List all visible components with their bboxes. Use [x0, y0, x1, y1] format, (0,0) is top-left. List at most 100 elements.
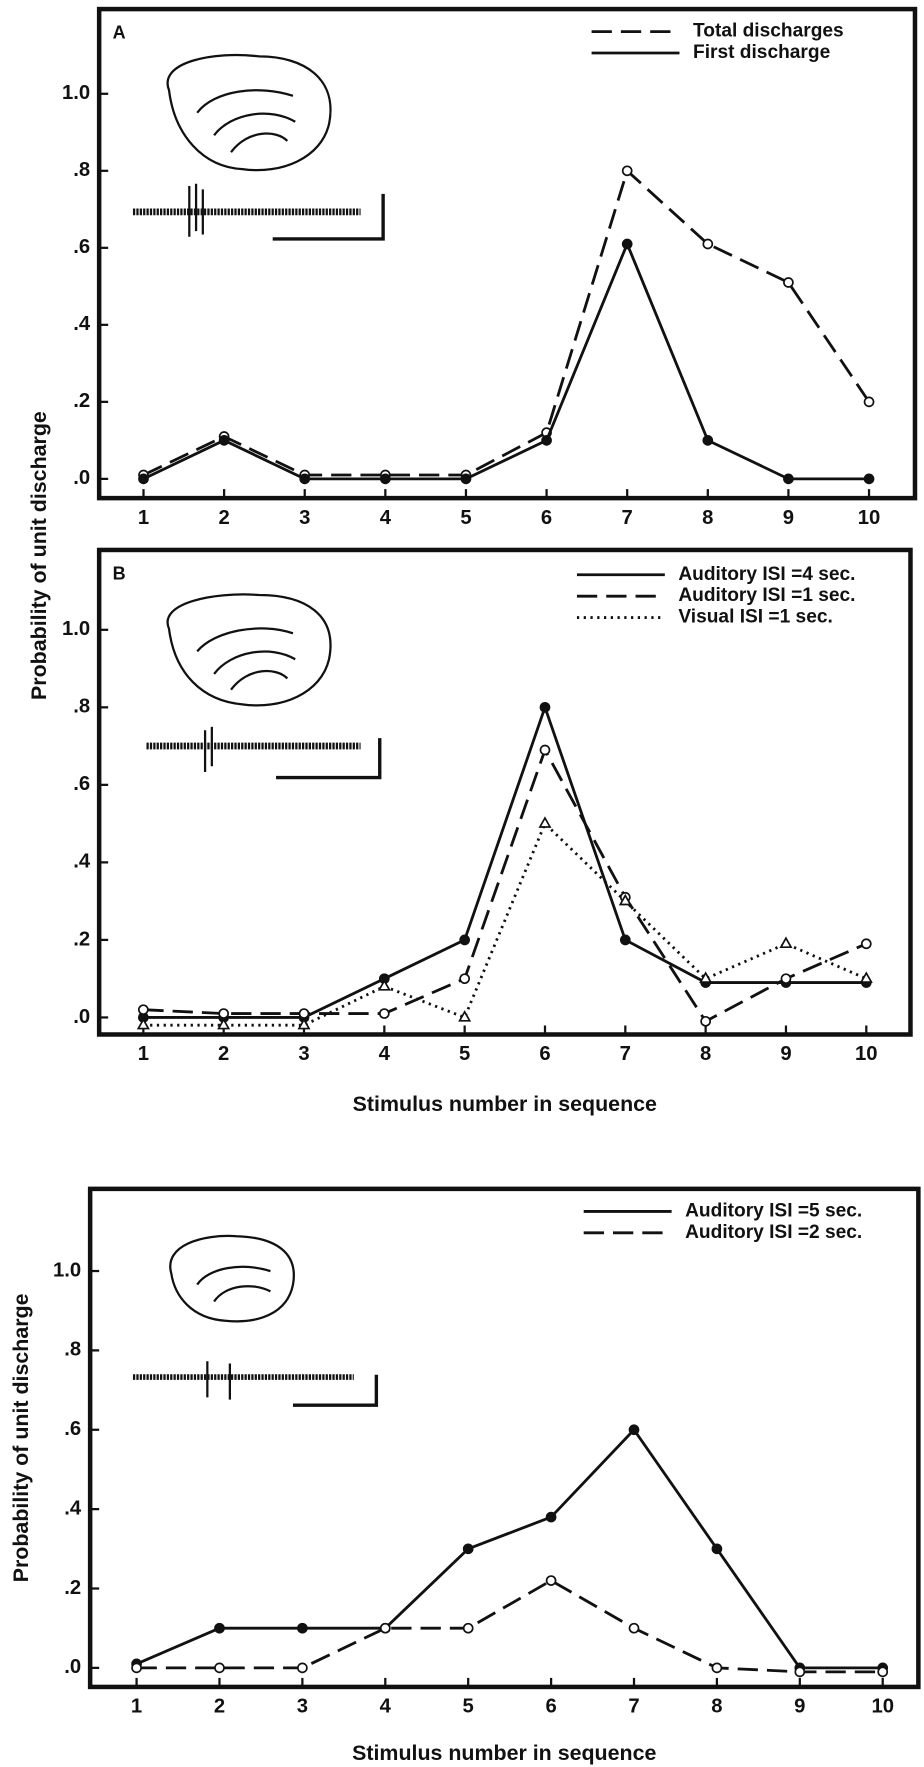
series-line	[136, 1427, 883, 1670]
x-tick-label: 4	[379, 1043, 391, 1065]
y-tick-label: .0	[73, 1006, 90, 1028]
y-tick-label: .0	[64, 1656, 81, 1678]
brain-sketch	[166, 53, 332, 1323]
x-axis-label: Stimulus number in sequence	[353, 1092, 657, 1116]
series-line	[143, 703, 867, 1019]
y-tick-label: .2	[73, 928, 90, 950]
y-tick-label: .4	[73, 313, 91, 335]
data-point	[377, 979, 391, 991]
x-tick-label: 5	[459, 1043, 470, 1065]
data-point	[711, 1543, 723, 1555]
data-point	[218, 1008, 230, 1019]
data-point	[379, 473, 391, 485]
data-point	[214, 1662, 225, 1674]
x-tick-label: 6	[545, 1696, 556, 1718]
y-tick-label: .4	[64, 1497, 82, 1519]
data-point	[783, 473, 794, 485]
data-point	[779, 936, 793, 949]
data-point	[297, 1662, 308, 1674]
series-line	[143, 746, 867, 1024]
data-point	[136, 1017, 150, 1030]
data-point	[780, 973, 792, 985]
x-tick-label: 5	[460, 507, 471, 529]
x-tick-label: 7	[622, 507, 633, 529]
data-point	[131, 1662, 142, 1674]
data-point	[619, 934, 631, 946]
data-point	[538, 816, 552, 828]
data-point	[628, 1622, 640, 1634]
data-point	[628, 1424, 640, 1436]
data-point	[298, 1008, 310, 1019]
series-line	[142, 168, 871, 477]
data-point	[299, 473, 311, 485]
series-line	[136, 1578, 883, 1674]
x-tick-label: 3	[298, 1043, 309, 1065]
series-line	[143, 821, 867, 1027]
x-tick-label: 2	[214, 1696, 225, 1718]
panel-label: B	[113, 564, 126, 584]
data-point	[863, 396, 875, 408]
x-tick-label: 10	[871, 1696, 894, 1718]
data-point	[794, 1666, 806, 1678]
data-point	[462, 1622, 474, 1634]
data-point	[877, 1666, 889, 1678]
x-tick-label: 3	[297, 1696, 308, 1718]
y-tick-label: 1.0	[62, 82, 90, 104]
data-point	[859, 971, 873, 983]
data-point	[297, 1622, 308, 1634]
legend-label: Total discharges	[693, 21, 844, 42]
legend-label: Auditory ISI =5 sec.	[685, 1200, 862, 1221]
x-tick-label: 4	[380, 1696, 392, 1718]
x-tick-label: 10	[858, 507, 881, 529]
x-tick-label: 5	[463, 1696, 474, 1718]
data-point	[783, 277, 794, 288]
y-tick-label: .8	[73, 696, 90, 718]
legend-label: Auditory ISI =1 sec.	[678, 585, 855, 606]
y-axis-label: Probability of unit discharge	[9, 1293, 33, 1582]
plot-frame	[96, 6, 918, 501]
x-tick-label: 9	[794, 1696, 805, 1718]
data-point	[545, 1511, 557, 1523]
x-tick-label: 1	[138, 1043, 149, 1065]
data-point	[545, 1575, 557, 1586]
data-point	[137, 1004, 149, 1016]
data-point	[217, 1017, 231, 1030]
x-tick-label: 8	[700, 1043, 711, 1065]
y-tick-label: .6	[64, 1418, 81, 1440]
x-tick-label: 2	[218, 1043, 229, 1065]
x-tick-label: 7	[628, 1696, 639, 1718]
y-tick-label: .8	[64, 1339, 81, 1361]
x-tick-label: 2	[218, 507, 229, 529]
legend-label: Auditory ISI =2 sec.	[685, 1222, 862, 1243]
data-point	[541, 435, 552, 446]
data-point	[462, 1543, 474, 1555]
data-point	[699, 971, 713, 983]
legend-label: Visual ISI =1 sec.	[678, 607, 832, 628]
series-line	[142, 240, 870, 481]
y-tick-label: 1.0	[62, 618, 90, 640]
data-point	[379, 1622, 391, 1634]
data-point	[459, 934, 471, 946]
x-tick-label: 4	[380, 507, 392, 529]
legend-label: First discharge	[693, 42, 830, 63]
data-point	[860, 938, 872, 950]
data-point	[378, 1008, 390, 1019]
x-tick-label: 9	[780, 1043, 791, 1065]
data-point	[700, 1015, 711, 1027]
y-tick-label: .4	[73, 851, 91, 873]
y-axis-label: Probability of unit discharge	[27, 411, 51, 700]
plot-frame	[87, 1186, 921, 1690]
data-point	[621, 165, 633, 177]
trace-sketch	[132, 183, 385, 1407]
data-point	[459, 973, 471, 985]
data-point	[539, 744, 551, 756]
y-tick-label: .8	[73, 159, 90, 181]
x-tick-label: 3	[299, 507, 310, 529]
x-tick-label: 8	[711, 1696, 722, 1718]
y-tick-label: .2	[73, 390, 90, 412]
data-point	[297, 1017, 311, 1030]
data-point	[702, 435, 714, 446]
panel-label: A	[113, 23, 126, 43]
